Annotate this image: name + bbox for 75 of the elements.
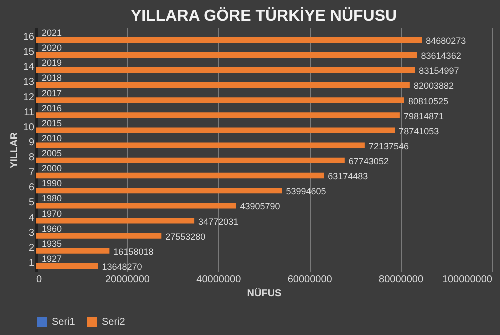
x-tick-label: 0 — [36, 274, 42, 286]
data-label: 2019 — [42, 58, 62, 68]
data-label: 72137546 — [368, 141, 409, 152]
data-label: 2010 — [42, 133, 62, 144]
data-label: 43905790 — [240, 202, 280, 212]
y-tick-label: 2 — [28, 242, 35, 254]
y-tick-label: 12 — [23, 92, 35, 104]
data-label: 83614362 — [421, 51, 462, 62]
bar — [36, 128, 396, 134]
data-label: 78741053 — [399, 126, 440, 136]
y-tick-label: 11 — [24, 107, 35, 118]
data-label: 2018 — [42, 73, 62, 84]
x-tick-label: 60000000 — [288, 274, 333, 286]
bar — [36, 142, 365, 148]
bar — [36, 203, 236, 209]
y-tick-label: 6 — [28, 182, 35, 194]
x-tick-label: 80000000 — [379, 274, 424, 286]
y-tick-label: 14 — [23, 62, 35, 74]
data-label: 83154997 — [419, 66, 460, 76]
y-tick-label: 3 — [28, 228, 35, 239]
legend-label: Seri1 — [52, 317, 76, 328]
data-label: 1927 — [42, 254, 62, 264]
bar — [36, 158, 345, 164]
x-tick-label: 40000000 — [196, 274, 242, 286]
bar — [36, 263, 98, 269]
data-label: 53994605 — [286, 186, 326, 197]
data-label: 1960 — [42, 224, 62, 234]
bar — [36, 98, 404, 104]
data-label: 13648270 — [102, 262, 142, 272]
data-label: 1980 — [42, 194, 62, 204]
data-label: 63174483 — [328, 172, 368, 182]
data-label: 27553280 — [166, 232, 206, 242]
data-label: 80810525 — [408, 96, 449, 106]
bar — [36, 82, 410, 88]
data-label: 2005 — [42, 148, 62, 159]
data-label: 16158018 — [114, 246, 154, 257]
data-label: 34772031 — [198, 216, 239, 227]
y-tick-label: 16 — [23, 32, 35, 44]
y-tick-label: 10 — [23, 122, 35, 134]
y-axis-title: YILLAR — [9, 132, 20, 169]
y-tick-label: 8 — [28, 152, 35, 164]
bar — [36, 112, 400, 118]
y-tick-label: 1 — [28, 258, 35, 269]
x-tick-label: 100000000 — [442, 274, 493, 286]
data-label: 82003882 — [414, 81, 454, 92]
chart-title: YILLARA GÖRE TÜRKİYE NÜFUSU — [130, 7, 398, 25]
data-label: 1990 — [42, 178, 62, 189]
bar — [36, 37, 422, 44]
bar — [36, 67, 416, 74]
bar — [36, 188, 282, 194]
data-label: 2000 — [42, 164, 62, 174]
bar — [36, 218, 195, 224]
data-label: 2016 — [42, 103, 62, 114]
data-label: 2015 — [42, 118, 62, 128]
bar — [36, 52, 418, 58]
legend-label: Seri2 — [102, 317, 126, 328]
y-tick-label: 4 — [28, 212, 35, 224]
bar — [36, 248, 110, 254]
x-tick-label: 20000000 — [105, 274, 150, 286]
y-tick-label: 9 — [28, 137, 35, 148]
y-tick-label: 13 — [23, 77, 35, 88]
data-label: 1935 — [42, 238, 62, 249]
x-axis-title: NÜFUS — [247, 288, 282, 300]
data-label: 79814871 — [404, 111, 444, 122]
bar — [36, 233, 162, 239]
data-label: 1970 — [42, 208, 62, 219]
y-tick-label: 5 — [28, 198, 35, 209]
data-label: 67743052 — [348, 156, 389, 167]
data-label: 2017 — [42, 88, 62, 98]
y-tick-label: 7 — [28, 168, 35, 179]
bar — [36, 172, 324, 179]
data-label: 84680273 — [426, 36, 466, 46]
data-label: 2020 — [42, 43, 62, 54]
data-label: 2021 — [42, 28, 62, 38]
y-tick-label: 15 — [23, 47, 35, 58]
